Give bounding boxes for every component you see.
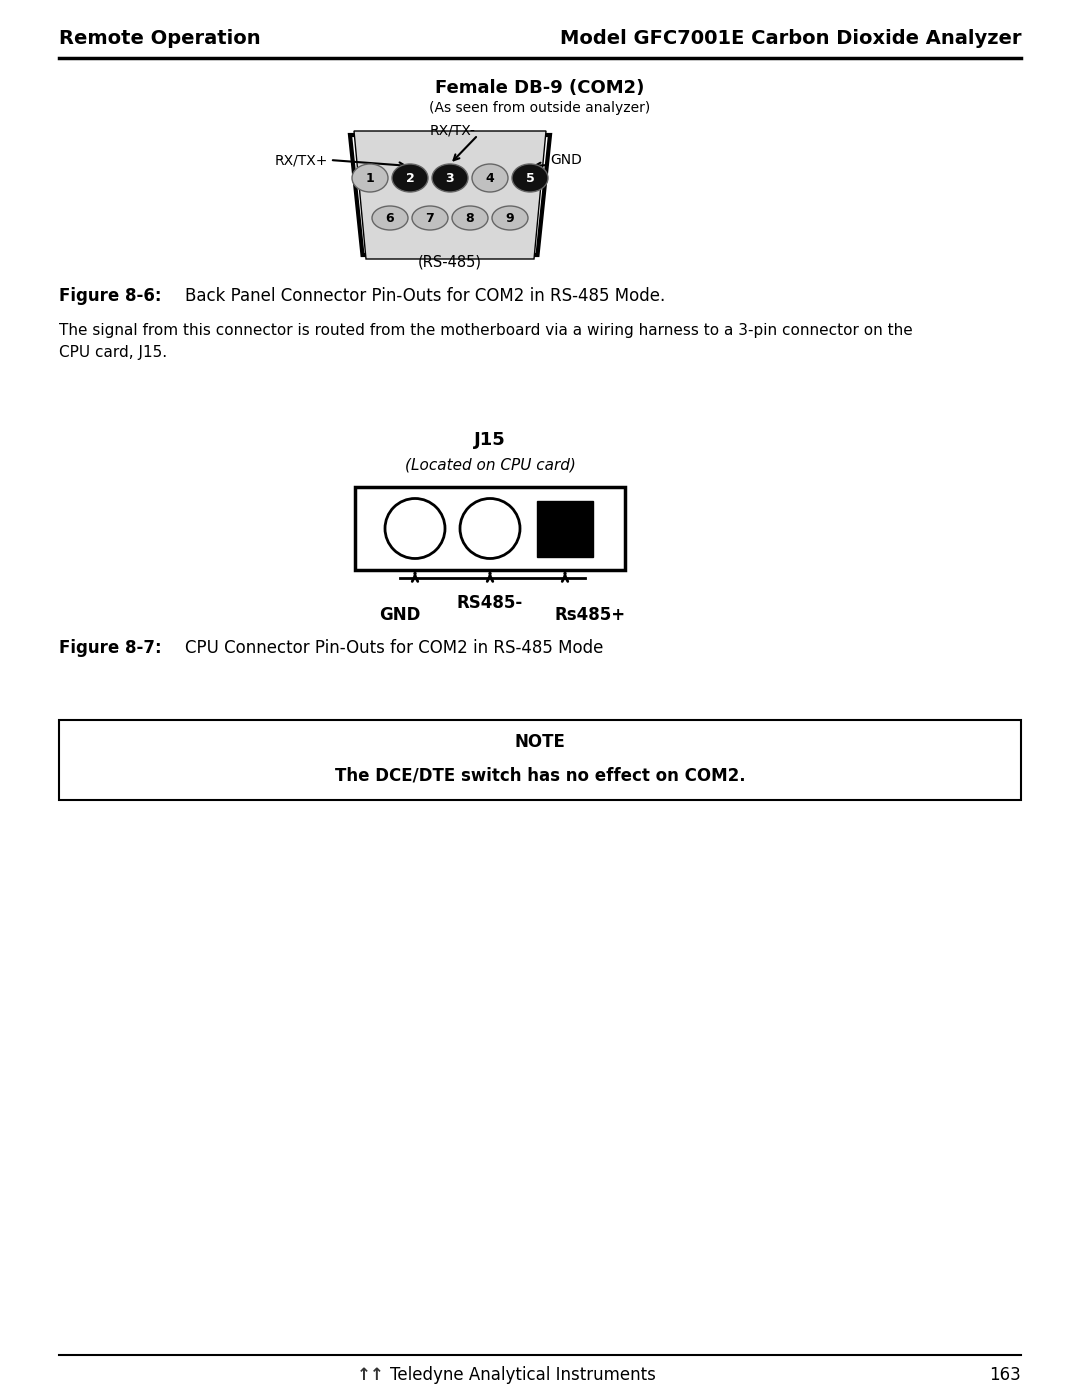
Text: The DCE/DTE switch has no effect on COM2.: The DCE/DTE switch has no effect on COM2… — [335, 766, 745, 784]
Text: J15: J15 — [474, 432, 505, 448]
Text: 1: 1 — [366, 172, 375, 184]
Bar — [59, 719, 1021, 800]
Text: 9: 9 — [505, 211, 514, 225]
Ellipse shape — [411, 205, 448, 231]
Text: Back Panel Connector Pin-Outs for COM2 in RS-485 Mode.: Back Panel Connector Pin-Outs for COM2 i… — [185, 286, 665, 305]
Text: Remote Operation: Remote Operation — [59, 28, 260, 47]
Text: Rs485+: Rs485+ — [554, 606, 625, 624]
Text: RX/TX+: RX/TX+ — [275, 154, 328, 168]
Text: 163: 163 — [989, 1366, 1021, 1384]
Text: 7: 7 — [426, 211, 434, 225]
Text: 2: 2 — [406, 172, 415, 184]
Text: Model GFC7001E Carbon Dioxide Analyzer: Model GFC7001E Carbon Dioxide Analyzer — [559, 28, 1021, 47]
Text: 4: 4 — [486, 172, 495, 184]
Text: Teledyne Analytical Instruments: Teledyne Analytical Instruments — [390, 1366, 656, 1384]
Ellipse shape — [352, 163, 388, 191]
Text: 6: 6 — [386, 211, 394, 225]
Text: Figure 8-6:: Figure 8-6: — [59, 286, 162, 305]
Bar — [537, 500, 593, 556]
Text: ↑↑: ↑↑ — [357, 1366, 384, 1384]
Bar — [355, 488, 625, 570]
Text: (RS-485): (RS-485) — [418, 254, 482, 270]
Text: RX/TX-: RX/TX- — [430, 123, 476, 137]
Text: 3: 3 — [446, 172, 455, 184]
Text: CPU Connector Pin-Outs for COM2 in RS-485 Mode: CPU Connector Pin-Outs for COM2 in RS-48… — [185, 638, 604, 657]
Text: Figure 8-7:: Figure 8-7: — [59, 638, 162, 657]
Text: GND: GND — [550, 154, 582, 168]
Ellipse shape — [453, 205, 488, 231]
Text: Female DB-9 (COM2): Female DB-9 (COM2) — [435, 80, 645, 96]
Ellipse shape — [472, 163, 508, 191]
Ellipse shape — [432, 163, 468, 191]
Text: GND: GND — [379, 606, 421, 624]
Text: 5: 5 — [526, 172, 535, 184]
Text: 8: 8 — [465, 211, 474, 225]
Text: The signal from this connector is routed from the motherboard via a wiring harne: The signal from this connector is routed… — [59, 323, 913, 338]
Text: (Located on CPU card): (Located on CPU card) — [405, 457, 576, 472]
Text: NOTE: NOTE — [514, 733, 566, 752]
Text: (As seen from outside analyzer): (As seen from outside analyzer) — [430, 101, 650, 115]
Circle shape — [460, 499, 519, 559]
Ellipse shape — [392, 163, 428, 191]
Circle shape — [384, 499, 445, 559]
Polygon shape — [350, 136, 550, 256]
Ellipse shape — [492, 205, 528, 231]
Ellipse shape — [372, 205, 408, 231]
Text: CPU card, J15.: CPU card, J15. — [59, 345, 167, 359]
Ellipse shape — [512, 163, 548, 191]
Text: RS485-: RS485- — [457, 594, 523, 612]
Polygon shape — [354, 131, 546, 258]
